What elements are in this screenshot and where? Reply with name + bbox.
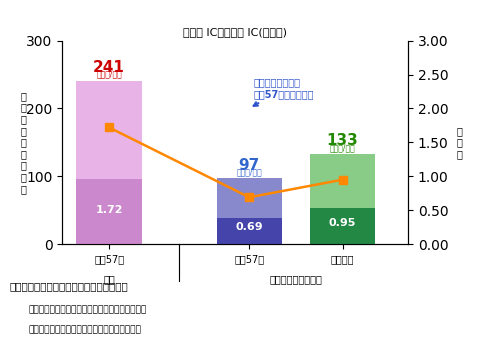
Text: 資料：現況はＨ２７全国道路・街路交通情勢調査: 資料：現況はＨ２７全国道路・街路交通情勢調査 (29, 305, 147, 314)
Text: 開通後は将来交通量推計に基づく予測値: 開通後は将来交通量推計に基づく予測値 (29, 325, 142, 335)
Bar (216, 218, 282, 244)
Text: （百台/日）: （百台/日） (96, 69, 122, 79)
Text: 図－７　今回開通区間の交通量の変化予測: 図－７ 今回開通区間の交通量の変化予測 (10, 281, 128, 291)
Y-axis label: 交
通
量
（
百
台
／
日
）: 交 通 量 （ 百 台 ／ 日 ） (21, 91, 26, 194)
Y-axis label: 混
雑
度: 混 雑 度 (456, 126, 463, 159)
Text: 現況: 現況 (103, 275, 115, 284)
Bar (310, 154, 375, 244)
Text: 0.69: 0.69 (235, 222, 263, 232)
Bar (216, 178, 282, 244)
Bar (76, 179, 142, 244)
Text: （百台/日）: （百台/日） (236, 167, 262, 176)
Bar (310, 208, 375, 244)
Text: （百台/日）: （百台/日） (330, 143, 356, 152)
Text: 0.95: 0.95 (329, 218, 356, 228)
Bar (76, 81, 142, 244)
Text: 241: 241 (93, 60, 125, 75)
Text: 97: 97 (239, 158, 260, 173)
Text: 133: 133 (327, 134, 359, 148)
Text: 1.72: 1.72 (96, 205, 123, 215)
Title: 森山東 IC～森山西 IC(開通前): 森山東 IC～森山西 IC(開通前) (183, 27, 287, 37)
Text: 島原道路全線開通後: 島原道路全線開通後 (269, 275, 323, 284)
Text: 交通の分担により
国道57号の混雑緩和: 交通の分担により 国道57号の混雑緩和 (253, 77, 314, 106)
